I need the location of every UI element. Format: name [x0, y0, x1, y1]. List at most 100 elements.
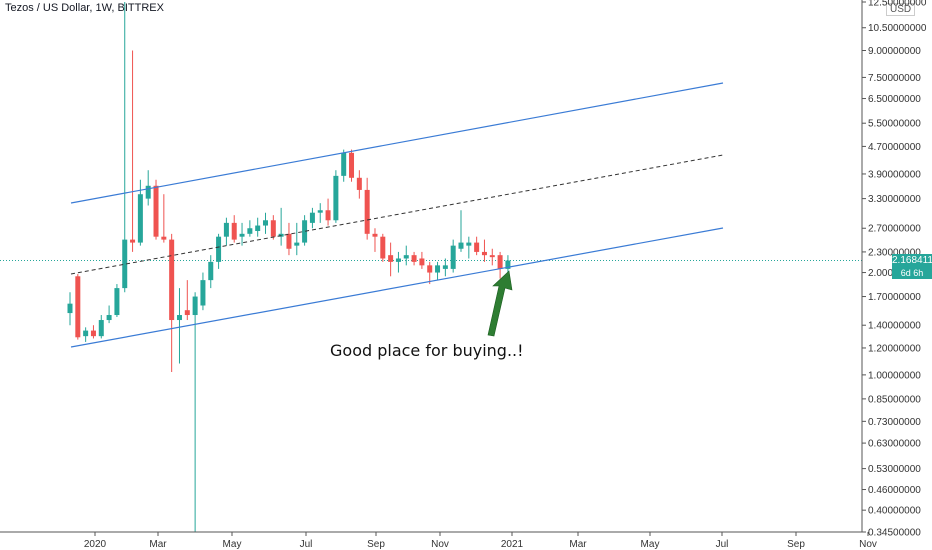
price-tick-label: 1.40000000	[868, 321, 921, 332]
candle-body	[200, 280, 206, 306]
candle-body	[247, 228, 253, 234]
candle-body	[192, 296, 198, 316]
candle-body	[83, 330, 89, 337]
candle-body	[341, 152, 347, 176]
candle-body	[161, 236, 167, 240]
candle-body	[411, 255, 417, 262]
candle-body	[122, 239, 128, 289]
time-tick-label: May	[223, 539, 242, 550]
candle-body	[309, 212, 315, 223]
time-axis: 2020 Mar May Jul Sep Nov 2021 Mar May Jul Sep Nov	[0, 531, 877, 550]
candle-body	[489, 255, 495, 258]
price-axis: 12.50000000 10.50000000 9.00000000 7.500000…	[861, 0, 927, 539]
candle-body	[184, 310, 190, 316]
annotation-text: Good place for buying..!	[330, 341, 524, 360]
price-tick-label: 1.70000000	[868, 292, 921, 303]
candle-body	[395, 258, 401, 262]
candle-body	[145, 185, 151, 199]
candle-body	[98, 320, 104, 337]
time-tick-label: 2021	[501, 539, 524, 550]
candle-body	[302, 220, 308, 243]
channel-upper-line	[70, 82, 724, 204]
candle-body	[239, 233, 245, 237]
candle-body	[458, 242, 464, 249]
chart-title: Tezos / US Dollar, 1W, BITTREX	[5, 2, 164, 14]
last-price-label: 2.16841114	[892, 254, 932, 267]
bar-countdown: 6d 6h	[892, 267, 932, 279]
price-tick-label: 4.70000000	[868, 142, 921, 153]
price-tick-label: 3.30000000	[868, 194, 921, 205]
price-tick-label: 2.70000000	[868, 224, 921, 235]
price-tick-label: 10.50000000	[868, 23, 927, 34]
candle-body	[169, 239, 175, 321]
candle-body	[427, 265, 433, 273]
candle-body	[294, 242, 300, 246]
time-tick-label: Sep	[367, 539, 385, 550]
candle-body	[466, 242, 472, 246]
price-tick-label: 6.50000000	[868, 94, 921, 105]
candle-body	[349, 152, 355, 178]
time-tick-label: Jul	[716, 539, 729, 550]
candles-group	[67, 2, 511, 532]
currency-badge[interactable]: USD	[886, 3, 916, 16]
candle-body	[208, 261, 214, 281]
candle-body	[450, 245, 456, 269]
channel-lower-line	[70, 227, 724, 348]
candle-body	[364, 189, 370, 234]
candle-body	[176, 315, 182, 321]
time-tick-label: 2020	[84, 539, 107, 550]
price-tick-label: 0.85000000	[868, 394, 921, 405]
candle-body	[403, 255, 409, 259]
candle-body	[153, 185, 159, 237]
time-tick-label: May	[641, 539, 660, 550]
candle-body	[216, 236, 222, 262]
candle-body	[255, 225, 261, 232]
candle-body	[481, 251, 487, 256]
candle-body	[435, 265, 441, 273]
price-tick-label: 0.46000000	[868, 485, 921, 496]
price-tick-label: 9.00000000	[868, 46, 921, 57]
candle-body	[231, 222, 237, 240]
time-tick-label: Mar	[569, 539, 587, 550]
candle-body	[442, 265, 448, 269]
time-tick-label: Sep	[787, 539, 805, 550]
time-tick-label: Jul	[300, 539, 313, 550]
price-tick-label: 0.53000000	[868, 464, 921, 475]
candle-body	[130, 239, 136, 243]
candle-body	[317, 210, 323, 213]
candle-body	[380, 236, 386, 259]
candle-body	[137, 194, 143, 243]
arrow-icon	[487, 270, 513, 337]
candle-body	[223, 222, 229, 237]
candle-body	[263, 220, 268, 226]
candle-body	[67, 303, 73, 314]
price-tick-label: 12.50000000	[868, 0, 927, 9]
price-tick-label: 0.63000000	[868, 439, 921, 450]
time-tick-label: Nov	[859, 539, 877, 550]
candle-body	[372, 233, 378, 237]
candle-body	[286, 233, 292, 249]
candle-body	[505, 260, 511, 269]
candle-body	[90, 330, 96, 337]
time-tick-label: Mar	[149, 539, 167, 550]
candle-body	[325, 210, 331, 221]
candle-body	[388, 255, 394, 262]
candle-body	[333, 175, 339, 221]
time-tick-label: Nov	[431, 539, 449, 550]
candle-body	[356, 177, 362, 190]
price-tick-label: 0.34500000	[868, 528, 921, 539]
price-tick-label: 3.90000000	[868, 169, 921, 180]
candle-body	[270, 220, 276, 237]
price-tick-label: 2.30000000	[868, 247, 921, 258]
candle-body	[114, 288, 120, 316]
price-tick-label: 0.73000000	[868, 417, 921, 428]
candle-body	[106, 315, 112, 321]
drawings-group	[70, 82, 724, 348]
price-tick-label: 1.00000000	[868, 370, 921, 381]
price-tick-label: 0.40000000	[868, 506, 921, 517]
candle-body	[474, 242, 480, 252]
price-tick-label: 5.50000000	[868, 119, 921, 130]
candle-body	[75, 276, 81, 338]
price-tick-label: 7.50000000	[868, 73, 921, 84]
